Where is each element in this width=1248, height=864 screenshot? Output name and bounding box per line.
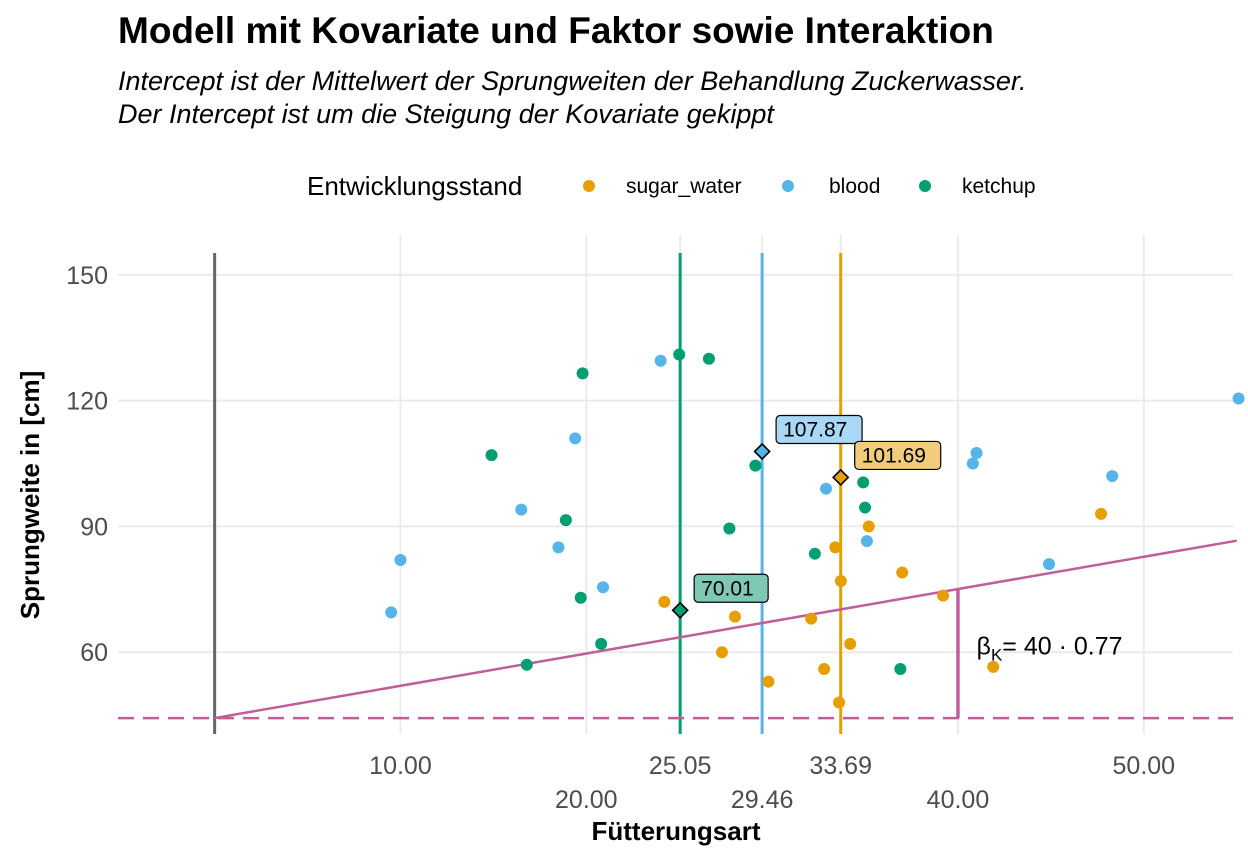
point-ketchup-8 xyxy=(723,522,736,535)
point-sugar-water-3 xyxy=(715,646,728,659)
legend-title: Entwicklungsstand xyxy=(307,171,522,201)
point-sugar-water-14 xyxy=(987,660,1000,673)
x-tick-label-50-00: 50.00 xyxy=(1113,752,1176,780)
mean-marker-blood xyxy=(753,442,771,461)
point-sugar-water-6 xyxy=(818,663,831,676)
point-blood-1 xyxy=(394,553,407,566)
mean-label-box-ketchup xyxy=(693,573,769,603)
legend-label-ketchup: ketchup xyxy=(962,175,1036,198)
y-tick-label-60: 60 xyxy=(80,639,108,667)
point-ketchup-12 xyxy=(859,501,872,514)
slope-annotation: βK= 40 · 0.77 xyxy=(977,632,1123,664)
mean-marker-sugar-water xyxy=(832,468,850,487)
chart-title: Modell mit Kovariate und Faktor sowie In… xyxy=(118,10,994,51)
point-ketchup-3 xyxy=(574,591,587,604)
point-sugar-water-10 xyxy=(844,637,857,650)
mean-label-sugar-water: 101.69 xyxy=(862,444,926,467)
point-blood-8 xyxy=(860,535,873,548)
mean-label-ketchup: 70.01 xyxy=(701,577,754,600)
point-sugar-water-13 xyxy=(937,589,950,602)
chart-subtitle-line1: Intercept ist der Mittelwert der Sprungw… xyxy=(118,66,1027,96)
x-tick-labels: 10.00 20.00 25.05 29.46 33.69 40.00 50.00 xyxy=(369,752,1175,814)
slope-formula: = 40 · 0.77 xyxy=(1002,632,1122,660)
point-blood-2 xyxy=(515,503,528,516)
x-tick-label-25-05: 25.05 xyxy=(649,752,712,780)
x-tick-label-29-46: 29.46 xyxy=(731,786,794,814)
y-tick-label-150: 150 xyxy=(66,262,108,290)
point-sugar-water-4 xyxy=(762,675,775,688)
mean-label-blood: 107.87 xyxy=(783,418,847,441)
point-blood-6 xyxy=(654,354,667,367)
legend-label-blood: blood xyxy=(829,175,880,198)
legend: Entwicklungsstand sugar_water blood ketc… xyxy=(307,171,1036,201)
y-tick-labels: 60 90 120 150 xyxy=(66,262,108,667)
mean-label-box-blood xyxy=(775,414,863,445)
point-sugar-water-12 xyxy=(896,566,909,579)
point-ketchup-4 xyxy=(576,367,589,380)
mean-marker-ketchup xyxy=(671,601,689,619)
slope-subscript: K xyxy=(991,645,1003,664)
point-blood-11 xyxy=(1043,558,1056,571)
point-sugar-water-5 xyxy=(805,612,818,625)
point-sugar-water-15 xyxy=(1095,507,1108,520)
point-ketchup-5 xyxy=(595,637,608,650)
y-axis-label: Sprungweite in [cm] xyxy=(15,371,45,619)
data-points xyxy=(385,348,1245,709)
point-ketchup-2 xyxy=(559,514,572,527)
x-tick-label-33-69: 33.69 xyxy=(809,752,872,780)
point-sugar-water-7 xyxy=(829,541,842,554)
mean-label-box-sugar-water xyxy=(854,440,942,471)
point-blood-13 xyxy=(1232,392,1245,405)
point-blood-9 xyxy=(966,457,979,470)
point-blood-3 xyxy=(552,541,565,554)
point-ketchup-0 xyxy=(485,449,498,462)
point-ketchup-13 xyxy=(894,663,907,676)
point-ketchup-11 xyxy=(857,476,870,489)
point-sugar-water-9 xyxy=(834,574,847,587)
point-blood-12 xyxy=(1106,470,1119,483)
group-means: 107.87 101.69 70.01 xyxy=(671,414,942,619)
point-sugar-water-11 xyxy=(862,520,875,533)
y-tick-label-90: 90 xyxy=(80,513,108,541)
x-tick-label-10-00: 10.00 xyxy=(369,752,432,780)
point-ketchup-9 xyxy=(749,459,762,472)
slope-annotation-text: βK= 40 · 0.77 xyxy=(977,632,1123,664)
point-blood-0 xyxy=(385,606,398,619)
legend-swatch-ketchup xyxy=(919,180,931,192)
point-blood-4 xyxy=(569,432,582,445)
x-tick-label-20-00: 20.00 xyxy=(555,786,618,814)
legend-swatch-sugar-water xyxy=(583,180,595,192)
point-ketchup-6 xyxy=(673,348,686,361)
point-sugar-water-2 xyxy=(728,610,741,623)
legend-label-sugar-water: sugar_water xyxy=(626,175,742,198)
point-blood-10 xyxy=(970,447,983,460)
regression-lines xyxy=(118,539,1237,720)
point-sugar-water-0 xyxy=(658,595,671,608)
point-ketchup-7 xyxy=(702,352,715,365)
y-tick-label-120: 120 xyxy=(66,388,108,416)
vertical-lines xyxy=(213,253,843,734)
x-tick-label-40-00: 40.00 xyxy=(927,786,990,814)
point-blood-7 xyxy=(820,482,833,495)
chart-subtitle-line2: Der Intercept ist um die Steigung der Ko… xyxy=(118,99,774,129)
slope-beta-symbol: β xyxy=(977,632,991,660)
regression-line xyxy=(214,539,1237,720)
point-ketchup-10 xyxy=(808,547,821,560)
point-blood-5 xyxy=(597,581,610,594)
x-axis-label: Fütterungsart xyxy=(592,816,761,846)
legend-swatch-blood xyxy=(782,180,794,192)
point-ketchup-1 xyxy=(520,658,533,671)
point-sugar-water-8 xyxy=(833,696,846,709)
